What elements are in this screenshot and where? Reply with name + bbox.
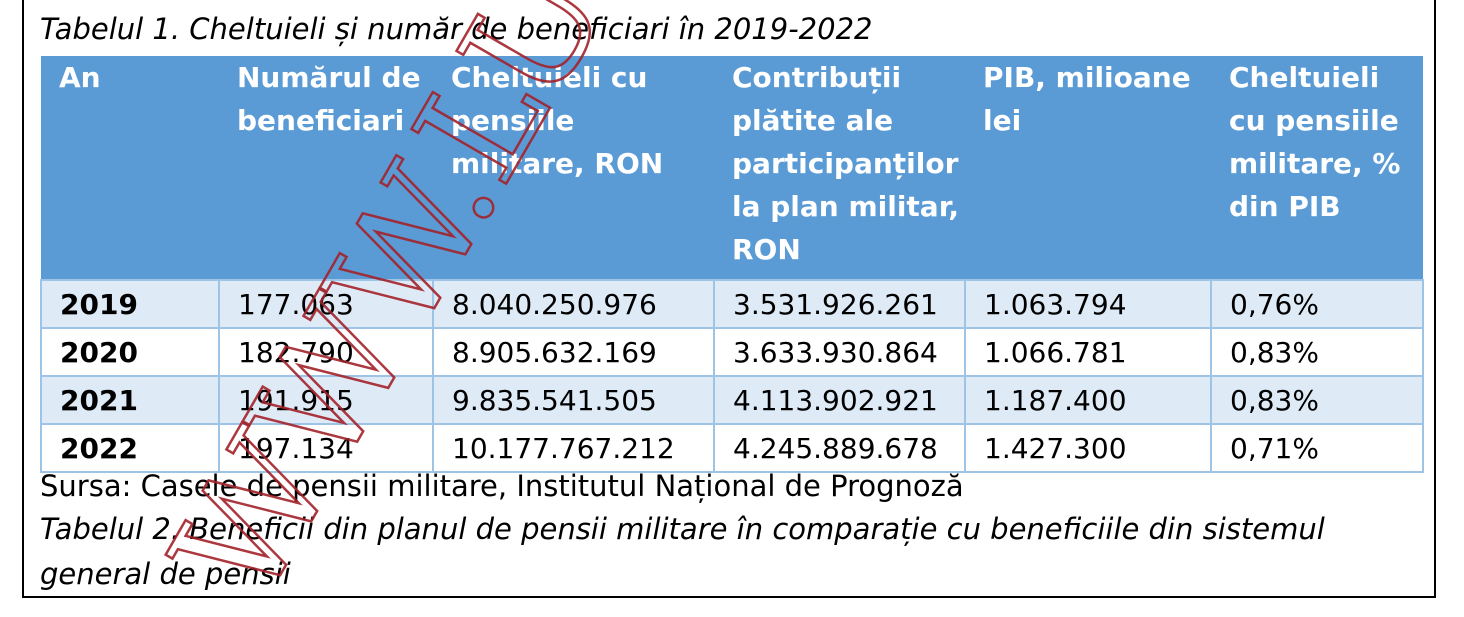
header-expenditure-gdp-share: Cheltuieli cu pensiile militare, % din P…	[1211, 56, 1423, 280]
header-gdp: PIB, milioane lei	[965, 56, 1211, 280]
table2-caption-line1: Tabelul 2. Beneficii din planul de pensi…	[40, 512, 1325, 546]
cell-beneficiaries: 177.063	[218, 279, 434, 329]
table1-caption: Tabelul 1. Cheltuieli și număr de benefi…	[40, 12, 873, 46]
expenditure-table: An Numărul de beneficiari Cheltuieli cu …	[40, 56, 1424, 473]
cell-gdp: 1.066.781	[964, 327, 1212, 377]
table-row: 2022 197.134 10.177.767.212 4.245.889.67…	[40, 423, 1424, 473]
cell-expenditure: 8.905.632.169	[432, 327, 715, 377]
cell-expenditure: 8.040.250.976	[432, 279, 715, 329]
table-header-row: An Numărul de beneficiari Cheltuieli cu …	[41, 56, 1423, 280]
cell-contributions: 4.245.889.678	[713, 423, 966, 473]
cell-contributions: 3.531.926.261	[713, 279, 966, 329]
cell-gdp-share: 0,83%	[1210, 375, 1424, 425]
header-contributions: Contribuții plătite ale participanților …	[714, 56, 965, 280]
cell-gdp: 1.187.400	[964, 375, 1212, 425]
header-beneficiaries: Numărul de beneficiari	[219, 56, 433, 280]
cell-beneficiaries: 182.790	[218, 327, 434, 377]
cell-beneficiaries: 197.134	[218, 423, 434, 473]
cell-beneficiaries: 191.915	[218, 375, 434, 425]
cell-gdp-share: 0,83%	[1210, 327, 1424, 377]
table-row: 2021 191.915 9.835.541.505 4.113.902.921…	[40, 375, 1424, 425]
cell-gdp: 1.427.300	[964, 423, 1212, 473]
cell-gdp-share: 0,71%	[1210, 423, 1424, 473]
cell-contributions: 4.113.902.921	[713, 375, 966, 425]
table-row: 2019 177.063 8.040.250.976 3.531.926.261…	[40, 279, 1424, 329]
cell-gdp: 1.063.794	[964, 279, 1212, 329]
cell-year: 2019	[40, 279, 220, 329]
header-expenditure: Cheltuieli cu pensiile militare, RON	[433, 56, 714, 280]
cell-gdp-share: 0,76%	[1210, 279, 1424, 329]
source-note: Sursa: Casele de pensii militare, Instit…	[40, 469, 964, 503]
cell-expenditure: 9.835.541.505	[432, 375, 715, 425]
table-row: 2020 182.790 8.905.632.169 3.633.930.864…	[40, 327, 1424, 377]
cell-year: 2021	[40, 375, 220, 425]
cell-expenditure: 10.177.767.212	[432, 423, 715, 473]
cell-contributions: 3.633.930.864	[713, 327, 966, 377]
cell-year: 2020	[40, 327, 220, 377]
header-year: An	[41, 56, 219, 280]
document-frame	[22, 0, 1436, 598]
cell-year: 2022	[40, 423, 220, 473]
table2-caption-line2: general de pensii	[40, 557, 291, 591]
